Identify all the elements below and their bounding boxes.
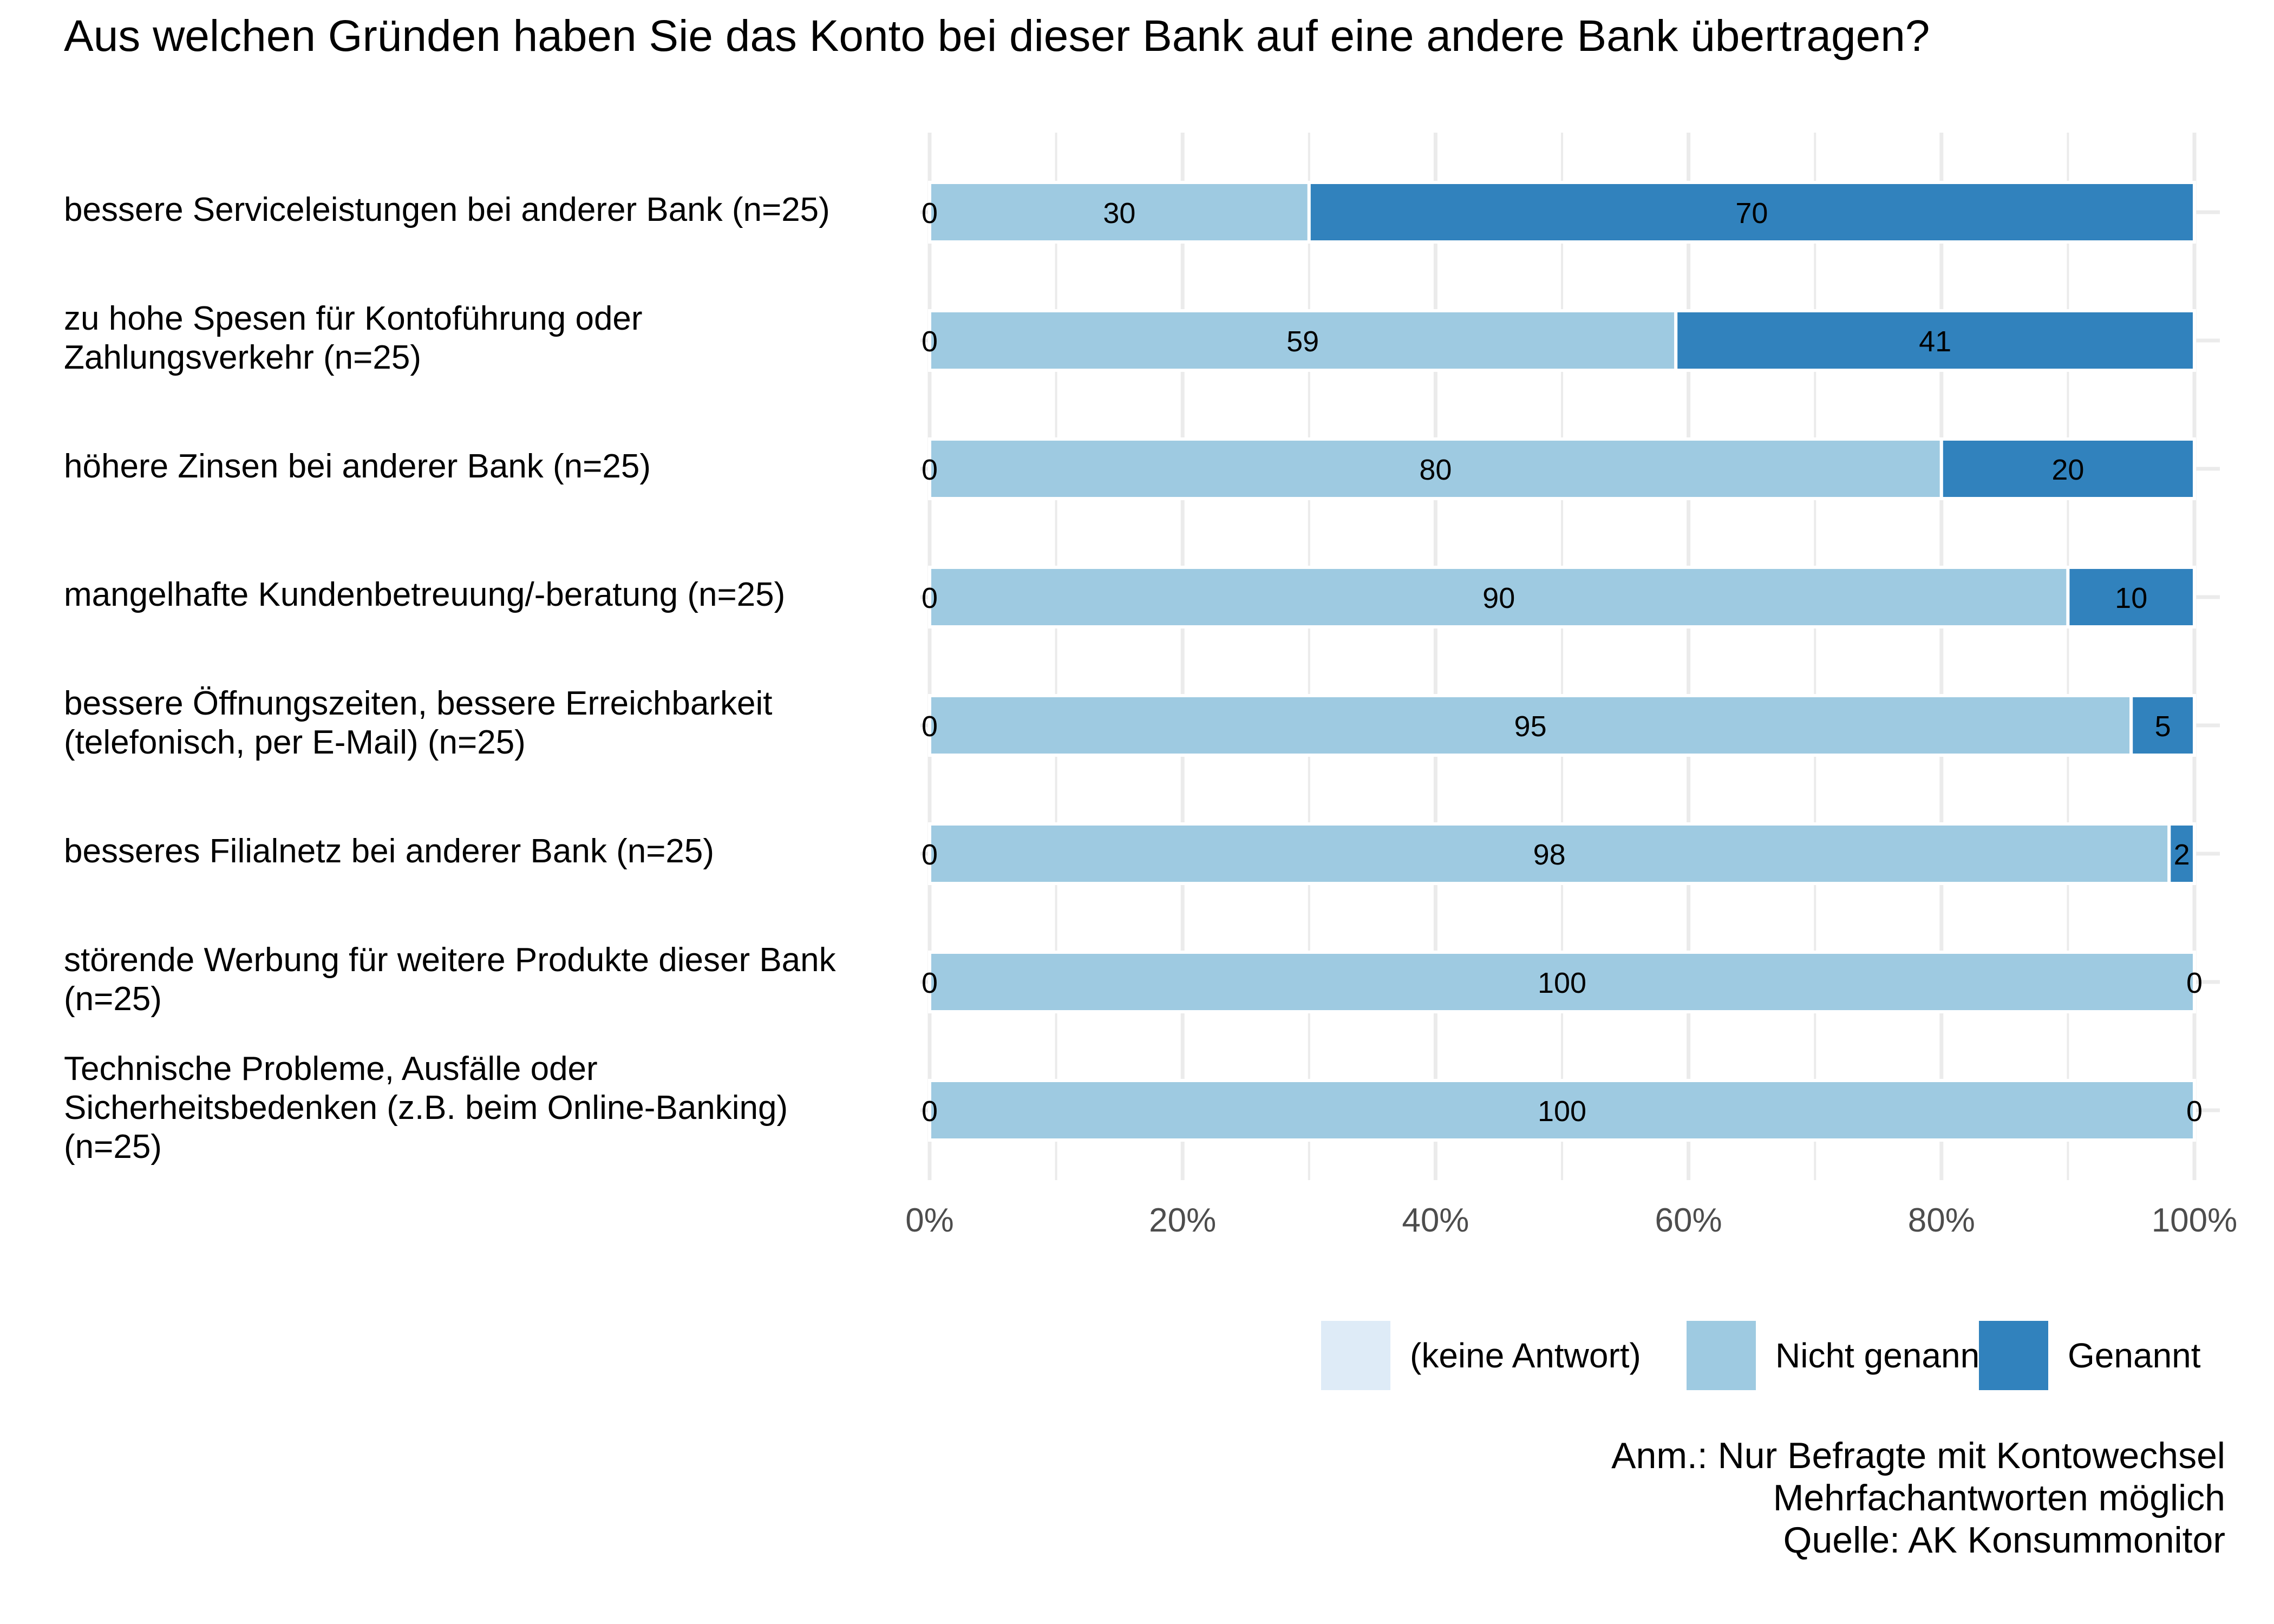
legend-swatch (1979, 1321, 2048, 1390)
category-label-line: Sicherheitsbedenken (z.B. beim Online-Ba… (64, 1089, 788, 1127)
bar-value-label: 100 (1538, 967, 1586, 999)
category-label-line: bessere Öffnungszeiten, bessere Erreichb… (64, 685, 773, 722)
chart-title: Aus welchen Gründen haben Sie das Konto … (64, 11, 1930, 61)
x-tick-label: 0% (905, 1202, 954, 1239)
bar-value-label: 0 (922, 1095, 938, 1128)
bar-value-label: 0 (922, 839, 938, 871)
caption-line: Mehrfachantworten möglich (1773, 1477, 2225, 1518)
x-axis-ticks: 0% 20% 40% 60% 80% 100% (905, 1202, 2237, 1239)
bar-value-label: 80 (1419, 454, 1452, 486)
category-label-line: besseres Filialnetz bei anderer Bank (n=… (64, 833, 715, 870)
legend-item: (keine Antwort) (1321, 1321, 1641, 1390)
bar-segment-genannt (1307, 181, 2196, 244)
x-tick-label: 100% (2152, 1202, 2238, 1239)
bar-segment-genannt (1674, 309, 2196, 372)
bar-value-label: 0 (922, 710, 938, 743)
x-tick-label: 40% (1402, 1202, 1469, 1239)
bar-value-label: 70 (1735, 197, 1768, 230)
category-label-line: störende Werbung für weitere Produkte di… (64, 941, 836, 979)
bar-layer (928, 181, 2197, 1142)
caption-line: Anm.: Nur Befragte mit Kontowechsel (1611, 1435, 2225, 1476)
x-tick-label: 60% (1655, 1202, 1722, 1239)
legend-item: Genannt (1979, 1321, 2201, 1390)
category-label-line: Zahlungsverkehr (n=25) (64, 339, 421, 376)
category-label: besseres Filialnetz bei anderer Bank (n=… (64, 832, 887, 871)
bar-value-label: 90 (1482, 582, 1515, 614)
category-label: Technische Probleme, Ausfälle oder Sicher… (64, 1050, 887, 1167)
bar-value-label: 2 (2174, 839, 2190, 871)
bar-value-label: 100 (1538, 1095, 1586, 1128)
category-label-line: mangelhafte Kundenbetreuung/-beratung (n… (64, 576, 786, 613)
bar-value-label: 95 (1514, 710, 1547, 743)
bar-value-label: 41 (1919, 325, 1951, 358)
bar-value-label: 30 (1103, 197, 1135, 230)
bar-value-label: 59 (1286, 325, 1319, 358)
x-tick-label: 80% (1908, 1202, 1975, 1239)
bar-value-label: 10 (2115, 582, 2147, 614)
category-label-line: (telefonisch, per E-Mail) (n=25) (64, 724, 526, 761)
caption-line: Quelle: AK Konsummonitor (1783, 1520, 2225, 1561)
bar-segment-nicht-genannt (928, 181, 1311, 244)
bar-value-label: 0 (2186, 967, 2203, 999)
legend-label: Nicht genannt (1775, 1336, 1989, 1375)
bar-value-label: 20 (2051, 454, 2084, 486)
bar-value-label: 5 (2155, 710, 2171, 743)
bar-value-label: 0 (922, 325, 938, 358)
category-label-line: höhere Zinsen bei anderer Bank (n=25) (64, 448, 651, 485)
legend-label: Genannt (2068, 1336, 2201, 1375)
bar-value-label: 0 (922, 197, 938, 230)
category-label-line: Technische Probleme, Ausfälle oder (64, 1050, 598, 1088)
legend-swatch (1321, 1321, 1390, 1390)
legend-label: (keine Antwort) (1410, 1336, 1641, 1375)
bar-segment-nicht-genannt (928, 566, 2070, 628)
bar-segment-nicht-genannt (928, 1079, 2196, 1142)
legend-item: Nicht genannt (1687, 1321, 1989, 1390)
category-label: mangelhafte Kundenbetreuung/-beratung (n… (64, 575, 887, 614)
value-label-layer: 0 30 700 59 410 80 200 90 100 95 50 98 20 100 00 100 0 (922, 197, 2203, 1128)
bar-value-label: 0 (922, 454, 938, 486)
category-label-line: (n=25) (64, 1128, 162, 1165)
bar-segment-genannt (2129, 694, 2196, 757)
category-label-line: (n=25) (64, 980, 162, 1018)
stacked-bar-chart: 0 30 700 59 410 80 200 90 100 95 50 98 20 100 00 100 0 0… (905, 133, 2237, 1239)
category-label: höhere Zinsen bei anderer Bank (n=25) (64, 447, 887, 486)
x-tick-label: 20% (1149, 1202, 1216, 1239)
chart-caption: Anm.: Nur Befragte mit Kontowechsel Mehrf… (1611, 1435, 2225, 1561)
category-label-line: zu hohe Spesen für Kontoführung oder (64, 300, 643, 337)
bar-segment-genannt (1939, 437, 2197, 500)
bar-segment-genannt (2167, 822, 2197, 885)
bar-value-label: 0 (2186, 1095, 2203, 1128)
bar-value-label: 98 (1533, 839, 1566, 871)
bar-value-label: 0 (922, 582, 938, 614)
bar-value-label: 0 (922, 967, 938, 999)
category-label: zu hohe Spesen für Kontoführung oder Zahl… (64, 299, 887, 377)
category-label: bessere Serviceleistungen bei anderer Ba… (64, 191, 887, 230)
bar-segment-nicht-genannt (928, 309, 1678, 372)
bar-segment-nicht-genannt (928, 951, 2196, 1013)
bar-segment-genannt (2066, 566, 2196, 628)
category-label: bessere Öffnungszeiten, bessere Erreichb… (64, 684, 887, 762)
legend-swatch (1687, 1321, 1756, 1390)
category-label-line: bessere Serviceleistungen bei anderer Ba… (64, 191, 830, 228)
grid-layer (920, 133, 2220, 1180)
category-label: störende Werbung für weitere Produkte di… (64, 941, 887, 1019)
